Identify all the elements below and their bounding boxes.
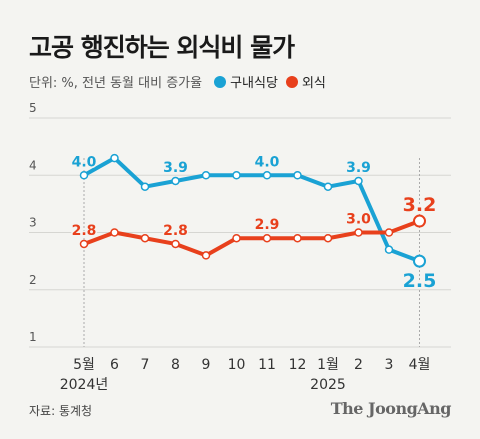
data-label-series-2: 3.0 [346,212,371,228]
source-note: 자료: 통계청 [29,404,93,418]
y-tick-label-5: 5 [29,101,37,115]
data-label-series-2: 3.2 [403,194,437,216]
x-tick-label: 12 [289,357,307,373]
data-point-series-1 [79,171,89,180]
legend-label-series-2: 외식 [301,76,326,91]
data-point-series-1 [110,153,119,163]
data-point-series-2 [201,251,211,260]
legend: 구내식당 외식 [214,72,334,91]
data-point-series-1 [323,182,333,191]
data-point-series-2 [323,233,333,243]
data-label-series-1: 4.0 [255,154,280,170]
y-tick-label-4: 4 [29,158,37,172]
data-point-series-1 [354,176,363,186]
x-tick-label: 2 [354,357,363,373]
data-point-series-2 [79,239,89,249]
y-tick-label-1: 1 [29,330,37,344]
x-tick-label: 8 [171,357,180,373]
chart-title: 고공 행진하는 외식비 물가 [29,33,295,62]
data-point-series-2 [384,228,394,237]
data-label-series-1: 3.9 [346,160,371,176]
x-tick-label: 6 [110,357,119,373]
legend-item-series-1: 구내식당 [214,72,278,91]
data-point-series-1 [293,171,302,180]
x-tick-label: 1월 [317,357,339,373]
data-point-series-1-last [413,254,426,268]
data-label-series-2: 2.9 [255,217,280,233]
x-tick-label: 4월 [409,357,431,373]
series-line-1 [82,156,422,264]
legend-dot-series-2 [285,75,298,88]
data-point-series-2 [354,228,363,237]
x-tick-label: 9 [202,357,211,373]
data-label-series-2: 2.8 [72,223,97,239]
data-point-series-1 [140,182,150,191]
data-point-series-1 [171,176,180,186]
x-tick-label: 7 [141,357,150,373]
brand-logo: The JoongAng [330,399,452,418]
x-tick-label: 10 [228,357,246,373]
legend-dot-series-1 [214,75,227,88]
data-label-series-1: 4.0 [72,154,97,170]
y-tick-label-2: 2 [29,273,37,287]
x-tick-label: 11 [258,357,276,373]
data-label-series-1: 2.5 [403,270,437,292]
data-point-series-1 [201,171,211,180]
data-point-series-1 [262,171,272,180]
data-point-series-2 [232,233,241,243]
series-line-2 [82,219,422,258]
data-point-series-2 [262,233,272,243]
x-year-label: 2024년 [60,377,109,393]
data-point-series-2 [110,228,119,237]
data-point-series-2-last [413,214,426,228]
data-point-series-1 [384,245,394,254]
subtitle-row: 단위: %, 전년 동월 대비 증가율 구내식당 외식 [29,72,334,91]
x-year-label: 2025 [310,377,346,393]
data-point-series-2 [293,233,302,243]
x-tick-label: 5월 [73,357,95,373]
data-label-series-1: 3.9 [163,160,188,176]
unit-note: 단위: %, 전년 동월 대비 증가율 [29,76,203,91]
legend-item-series-2: 외식 [285,72,326,91]
legend-label-series-1: 구내식당 [230,76,278,91]
data-point-series-2 [171,239,180,249]
data-label-series-2: 2.8 [163,223,188,239]
y-tick-label-3: 3 [29,216,37,230]
data-point-series-2 [140,233,150,243]
data-point-series-1 [232,171,241,180]
x-tick-label: 3 [385,357,394,373]
